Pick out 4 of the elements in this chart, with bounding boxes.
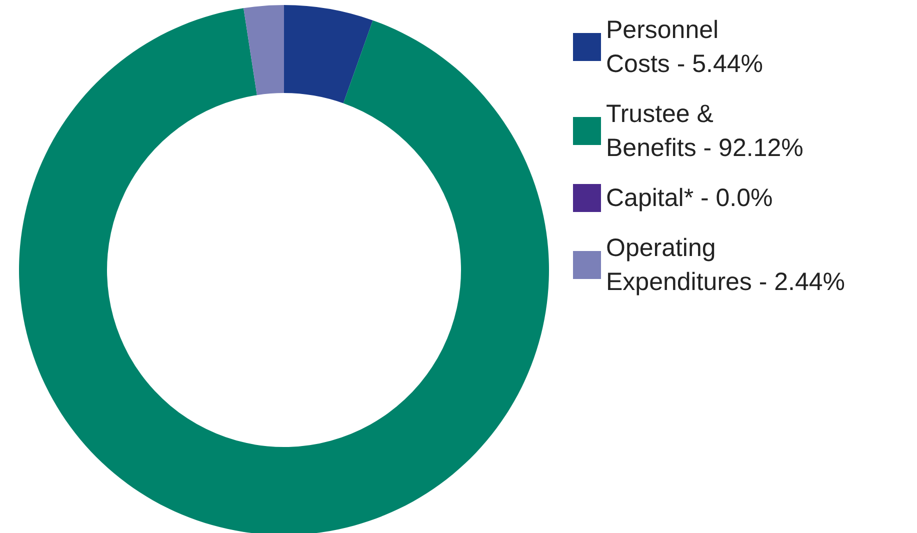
- legend-label: Capital* - 0.0%: [606, 184, 773, 212]
- legend-label: Personnel Costs - 5.44%: [606, 16, 764, 78]
- legend-label: Operating Expenditures - 2.44%: [606, 234, 846, 296]
- legend-label: Trustee & Benefits - 92.12%: [606, 100, 804, 162]
